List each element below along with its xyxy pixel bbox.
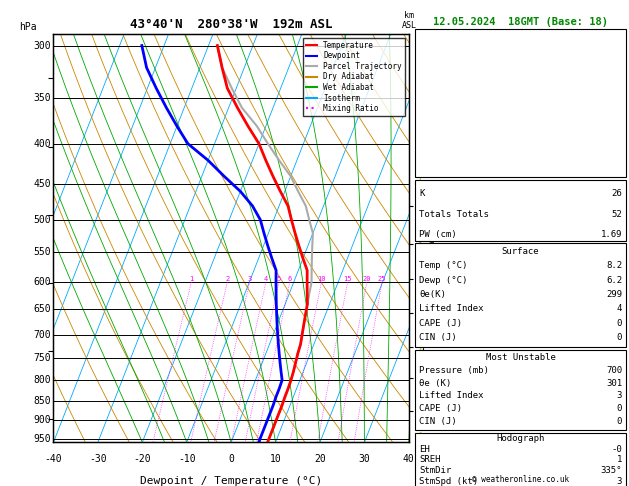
Text: Hodograph: Hodograph [496, 434, 545, 443]
Text: SREH: SREH [419, 455, 440, 465]
Text: 6: 6 [287, 276, 292, 282]
Text: 4: 4 [616, 304, 622, 313]
Text: CAPE (J): CAPE (J) [419, 404, 462, 413]
Text: 335°: 335° [601, 466, 622, 475]
Text: 550: 550 [33, 247, 51, 257]
Text: 600: 600 [33, 277, 51, 287]
Text: θe (K): θe (K) [419, 379, 451, 387]
Text: 4: 4 [264, 276, 268, 282]
Text: Surface: Surface [502, 247, 539, 256]
Text: θe(K): θe(K) [419, 290, 446, 299]
Text: CAPE (J): CAPE (J) [419, 319, 462, 328]
Text: 12.05.2024  18GMT (Base: 18): 12.05.2024 18GMT (Base: 18) [433, 17, 608, 27]
Text: 350: 350 [33, 93, 51, 103]
Text: Pressure (mb): Pressure (mb) [419, 366, 489, 375]
Text: -30: -30 [89, 454, 107, 465]
Text: 500: 500 [33, 215, 51, 225]
Text: Dewp (°C): Dewp (°C) [419, 276, 467, 285]
Text: Temp (°C): Temp (°C) [419, 261, 467, 270]
Text: 3: 3 [247, 276, 252, 282]
Text: 950: 950 [33, 434, 51, 444]
Y-axis label: Mixing Ratio (g/kg): Mixing Ratio (g/kg) [428, 187, 437, 289]
Text: CIN (J): CIN (J) [419, 417, 457, 426]
Text: -40: -40 [45, 454, 62, 465]
Text: K: K [419, 190, 425, 198]
Text: -10: -10 [178, 454, 196, 465]
Text: 8.2: 8.2 [606, 261, 622, 270]
Text: kt: kt [457, 39, 467, 48]
Text: 30: 30 [359, 454, 370, 465]
Text: Lifted Index: Lifted Index [419, 304, 484, 313]
Text: StmDir: StmDir [419, 466, 451, 475]
Text: 20: 20 [314, 454, 326, 465]
Legend: Temperature, Dewpoint, Parcel Trajectory, Dry Adiabat, Wet Adiabat, Isotherm, Mi: Temperature, Dewpoint, Parcel Trajectory… [303, 38, 405, 116]
Text: 0: 0 [616, 319, 622, 328]
Text: 301: 301 [606, 379, 622, 387]
Text: EH: EH [419, 445, 430, 454]
Text: 52: 52 [611, 210, 622, 219]
Text: 6.2: 6.2 [606, 276, 622, 285]
Text: 3: 3 [616, 477, 622, 486]
Text: 5: 5 [277, 276, 281, 282]
Text: StmSpd (kt): StmSpd (kt) [419, 477, 478, 486]
Text: 26: 26 [611, 190, 622, 198]
Text: -20: -20 [133, 454, 151, 465]
Text: LCL: LCL [416, 438, 431, 447]
Text: 850: 850 [33, 396, 51, 406]
Text: Most Unstable: Most Unstable [486, 353, 555, 362]
Text: km
ASL: km ASL [401, 11, 416, 30]
Text: Dewpoint / Temperature (°C): Dewpoint / Temperature (°C) [140, 476, 322, 486]
Text: 0: 0 [616, 404, 622, 413]
Text: 0: 0 [228, 454, 234, 465]
Text: hPa: hPa [19, 21, 36, 32]
Text: 40: 40 [403, 454, 415, 465]
Text: 15: 15 [343, 276, 352, 282]
Text: Totals Totals: Totals Totals [419, 210, 489, 219]
Text: 300: 300 [33, 41, 51, 51]
Title: 43°40'N  280°38'W  192m ASL: 43°40'N 280°38'W 192m ASL [130, 18, 332, 32]
Text: 700: 700 [606, 366, 622, 375]
Text: PW (cm): PW (cm) [419, 230, 457, 239]
Text: 1.69: 1.69 [601, 230, 622, 239]
Text: 1: 1 [616, 455, 622, 465]
Text: 25: 25 [378, 276, 386, 282]
Text: 2: 2 [225, 276, 230, 282]
Text: 299: 299 [606, 290, 622, 299]
Text: 700: 700 [33, 330, 51, 340]
Text: 20: 20 [362, 276, 371, 282]
Text: 800: 800 [33, 375, 51, 385]
Text: 750: 750 [33, 353, 51, 363]
Text: 650: 650 [33, 304, 51, 314]
Text: Lifted Index: Lifted Index [419, 391, 484, 400]
Text: 10: 10 [270, 454, 281, 465]
Text: © weatheronline.co.uk: © weatheronline.co.uk [472, 474, 569, 484]
Text: -0: -0 [611, 445, 622, 454]
Text: 400: 400 [33, 139, 51, 149]
Text: 450: 450 [33, 179, 51, 189]
Text: 900: 900 [33, 415, 51, 425]
Text: 10: 10 [317, 276, 326, 282]
Text: 3: 3 [616, 391, 622, 400]
Text: 1: 1 [189, 276, 194, 282]
Text: CIN (J): CIN (J) [419, 333, 457, 342]
Text: 0: 0 [616, 333, 622, 342]
Text: 0: 0 [616, 417, 622, 426]
